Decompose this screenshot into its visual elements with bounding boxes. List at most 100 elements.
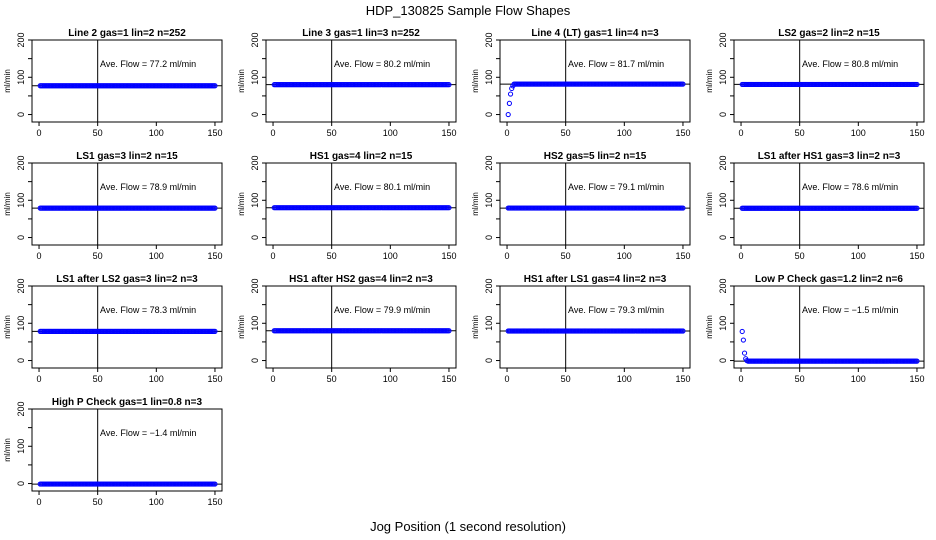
x-tick-label: 50 bbox=[561, 374, 571, 384]
y-axis-label: ml/min bbox=[471, 192, 480, 216]
x-tick-label: 0 bbox=[37, 374, 42, 384]
y-axis-label: ml/min bbox=[3, 438, 12, 462]
ave-flow-annotation: Ave. Flow = 79.9 ml/min bbox=[334, 305, 430, 315]
panel-6: HS1 gas=4 lin=2 n=15 0 100 200 ml/min 0 50 100 1… bbox=[237, 151, 457, 261]
ave-flow-annotation: Ave. Flow = 78.9 ml/min bbox=[100, 182, 196, 192]
ave-flow-annotation: Ave. Flow = 78.3 ml/min bbox=[100, 305, 196, 315]
data-point bbox=[680, 205, 686, 211]
panels-group: Line 2 gas=1 lin=2 n=252 0 100 200 ml/min 0 50… bbox=[3, 28, 925, 507]
x-tick-label: 50 bbox=[795, 251, 805, 261]
x-tick-label: 100 bbox=[851, 374, 866, 384]
x-tick-label: 0 bbox=[37, 128, 42, 138]
x-tick-label: 150 bbox=[675, 374, 690, 384]
panel-title: Line 3 gas=1 lin=3 n=252 bbox=[302, 28, 420, 39]
x-tick-label: 150 bbox=[909, 251, 924, 261]
x-tick-label: 100 bbox=[617, 374, 632, 384]
ave-flow-annotation: Ave. Flow = 79.3 ml/min bbox=[568, 305, 664, 315]
data-points bbox=[739, 81, 920, 88]
y-tick-label: 200 bbox=[16, 278, 26, 293]
y-tick-label: 100 bbox=[16, 70, 26, 85]
x-tick-label: 150 bbox=[909, 374, 924, 384]
panel-4: LS2 gas=2 lin=2 n=15 0 100 200 ml/min 0 50 100 1… bbox=[705, 28, 925, 138]
data-point bbox=[212, 205, 218, 211]
y-tick-label: 200 bbox=[16, 32, 26, 47]
data-points bbox=[271, 205, 452, 211]
x-tick-label: 150 bbox=[909, 128, 924, 138]
x-tick-label: 100 bbox=[149, 497, 164, 507]
data-point bbox=[212, 481, 218, 487]
x-tick-label: 0 bbox=[37, 497, 42, 507]
y-axis-label: ml/min bbox=[3, 192, 12, 216]
x-tick-label: 0 bbox=[505, 374, 510, 384]
y-tick-label: 200 bbox=[16, 401, 26, 416]
plot-frame bbox=[733, 285, 925, 369]
plot-frame bbox=[31, 408, 223, 492]
ave-flow-annotation: Ave. Flow = 81.7 ml/min bbox=[568, 59, 664, 69]
y-tick-label: 200 bbox=[250, 278, 260, 293]
y-tick-label: 0 bbox=[718, 112, 728, 117]
y-tick-label: 100 bbox=[16, 439, 26, 454]
x-tick-label: 100 bbox=[149, 128, 164, 138]
x-tick-label: 100 bbox=[851, 128, 866, 138]
y-tick-label: 0 bbox=[250, 358, 260, 363]
ave-flow-annotation: Ave. Flow = 80.8 ml/min bbox=[802, 59, 898, 69]
figure-title: HDP_130825 Sample Flow Shapes bbox=[366, 3, 571, 18]
y-axis-label: ml/min bbox=[705, 192, 714, 216]
y-tick-label: 200 bbox=[484, 32, 494, 47]
y-tick-label: 0 bbox=[16, 235, 26, 240]
y-tick-label: 100 bbox=[250, 70, 260, 85]
plot-frame bbox=[31, 285, 223, 369]
panel-title: HS1 after LS1 gas=4 lin=2 n=3 bbox=[524, 274, 667, 285]
y-tick-label: 0 bbox=[484, 112, 494, 117]
data-points bbox=[37, 328, 218, 334]
x-tick-label: 150 bbox=[207, 374, 222, 384]
y-tick-label: 100 bbox=[16, 316, 26, 331]
y-tick-label: 100 bbox=[484, 70, 494, 85]
x-tick-label: 0 bbox=[505, 128, 510, 138]
y-axis-label: ml/min bbox=[471, 69, 480, 93]
plot-frame bbox=[31, 39, 223, 123]
y-axis-label: ml/min bbox=[237, 192, 246, 216]
y-tick-label: 200 bbox=[718, 155, 728, 170]
plot-frame bbox=[31, 162, 223, 246]
x-tick-label: 150 bbox=[207, 251, 222, 261]
x-tick-label: 50 bbox=[93, 497, 103, 507]
y-axis-label: ml/min bbox=[3, 69, 12, 93]
y-tick-label: 100 bbox=[16, 193, 26, 208]
data-point bbox=[914, 81, 920, 88]
x-tick-label: 100 bbox=[149, 251, 164, 261]
x-tick-label: 0 bbox=[505, 251, 510, 261]
panel-7: HS2 gas=5 lin=2 n=15 0 100 200 ml/min 0 50 100 1… bbox=[471, 151, 691, 261]
x-tick-label: 50 bbox=[795, 374, 805, 384]
data-points bbox=[37, 205, 218, 211]
x-tick-label: 50 bbox=[327, 374, 337, 384]
plot-frame bbox=[733, 39, 925, 123]
x-tick-label: 50 bbox=[561, 251, 571, 261]
panel-2: Line 3 gas=1 lin=3 n=252 0 100 200 ml/min 0 50… bbox=[237, 28, 457, 138]
y-tick-label: 100 bbox=[718, 316, 728, 331]
x-tick-label: 50 bbox=[327, 128, 337, 138]
panel-title: LS1 after LS2 gas=3 lin=2 n=3 bbox=[56, 274, 198, 285]
data-point bbox=[507, 91, 514, 97]
y-tick-label: 200 bbox=[484, 155, 494, 170]
panel-13: High P Check gas=1 lin=0.8 n=3 0 100 200 ml/… bbox=[3, 397, 223, 507]
x-axis-label: Jog Position (1 second resolution) bbox=[370, 519, 566, 534]
panel-title: HS1 after HS2 gas=4 lin=2 n=3 bbox=[289, 274, 433, 285]
plot-frame bbox=[499, 39, 691, 123]
x-tick-label: 50 bbox=[327, 251, 337, 261]
data-point bbox=[505, 111, 511, 118]
y-tick-label: 200 bbox=[250, 32, 260, 47]
x-tick-label: 50 bbox=[93, 374, 103, 384]
panel-title: LS1 after HS1 gas=3 lin=2 n=3 bbox=[758, 151, 901, 162]
y-axis-label: ml/min bbox=[237, 69, 246, 93]
x-tick-label: 100 bbox=[383, 374, 398, 384]
plot-frame bbox=[265, 39, 457, 123]
y-tick-label: 0 bbox=[250, 235, 260, 240]
panel-title: HS1 gas=4 lin=2 n=15 bbox=[310, 151, 413, 162]
y-tick-label: 100 bbox=[718, 70, 728, 85]
x-tick-label: 50 bbox=[93, 128, 103, 138]
x-tick-label: 100 bbox=[383, 128, 398, 138]
data-point bbox=[680, 81, 686, 87]
data-points bbox=[505, 205, 686, 211]
y-tick-label: 100 bbox=[484, 316, 494, 331]
